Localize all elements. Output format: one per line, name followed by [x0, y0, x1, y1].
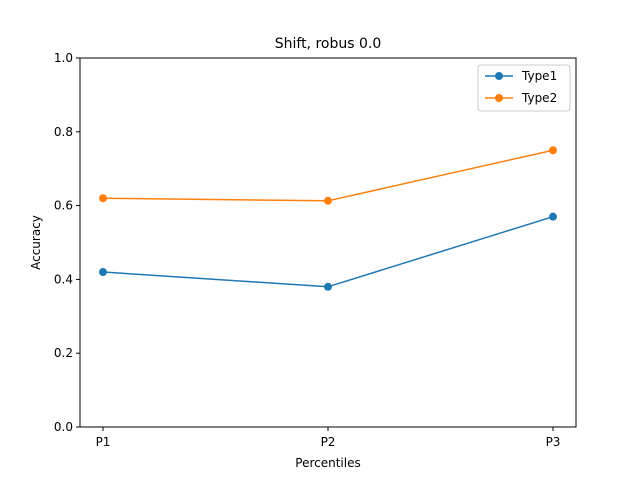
- y-tick-label: 1.0: [54, 51, 73, 65]
- legend-label: Type1: [521, 69, 557, 83]
- data-point: [99, 194, 107, 203]
- x-tick-label: P1: [96, 435, 111, 449]
- data-point: [549, 212, 557, 221]
- y-tick-label: 0.4: [54, 272, 73, 286]
- data-point: [549, 146, 557, 155]
- data-point: [324, 196, 332, 205]
- y-axis-ticks: 0.0 0.2 0.4 0.6 0.8 1.0: [54, 51, 80, 434]
- x-tick-label: P2: [321, 435, 336, 449]
- y-tick-label: 0.0: [54, 420, 73, 434]
- x-axis-ticks: P1 P2 P3: [96, 427, 561, 449]
- legend-marker: [495, 94, 503, 102]
- data-point: [99, 268, 107, 277]
- x-axis-label: Percentiles: [295, 456, 360, 470]
- legend-marker: [495, 72, 503, 80]
- series-type2: [99, 146, 557, 205]
- x-tick-label: P3: [546, 435, 561, 449]
- legend: Type1 Type2: [477, 64, 571, 112]
- y-axis-label: Accuracy: [29, 215, 43, 270]
- y-tick-label: 0.6: [54, 199, 73, 213]
- y-tick-label: 0.2: [54, 346, 73, 360]
- data-point: [324, 282, 332, 291]
- y-tick-label: 0.8: [54, 125, 73, 139]
- plot-frame: [79, 57, 577, 428]
- chart-title: Shift, robus 0.0: [275, 36, 382, 52]
- series-type1: [99, 212, 557, 291]
- legend-label: Type2: [521, 91, 557, 105]
- series-layer: [99, 146, 557, 291]
